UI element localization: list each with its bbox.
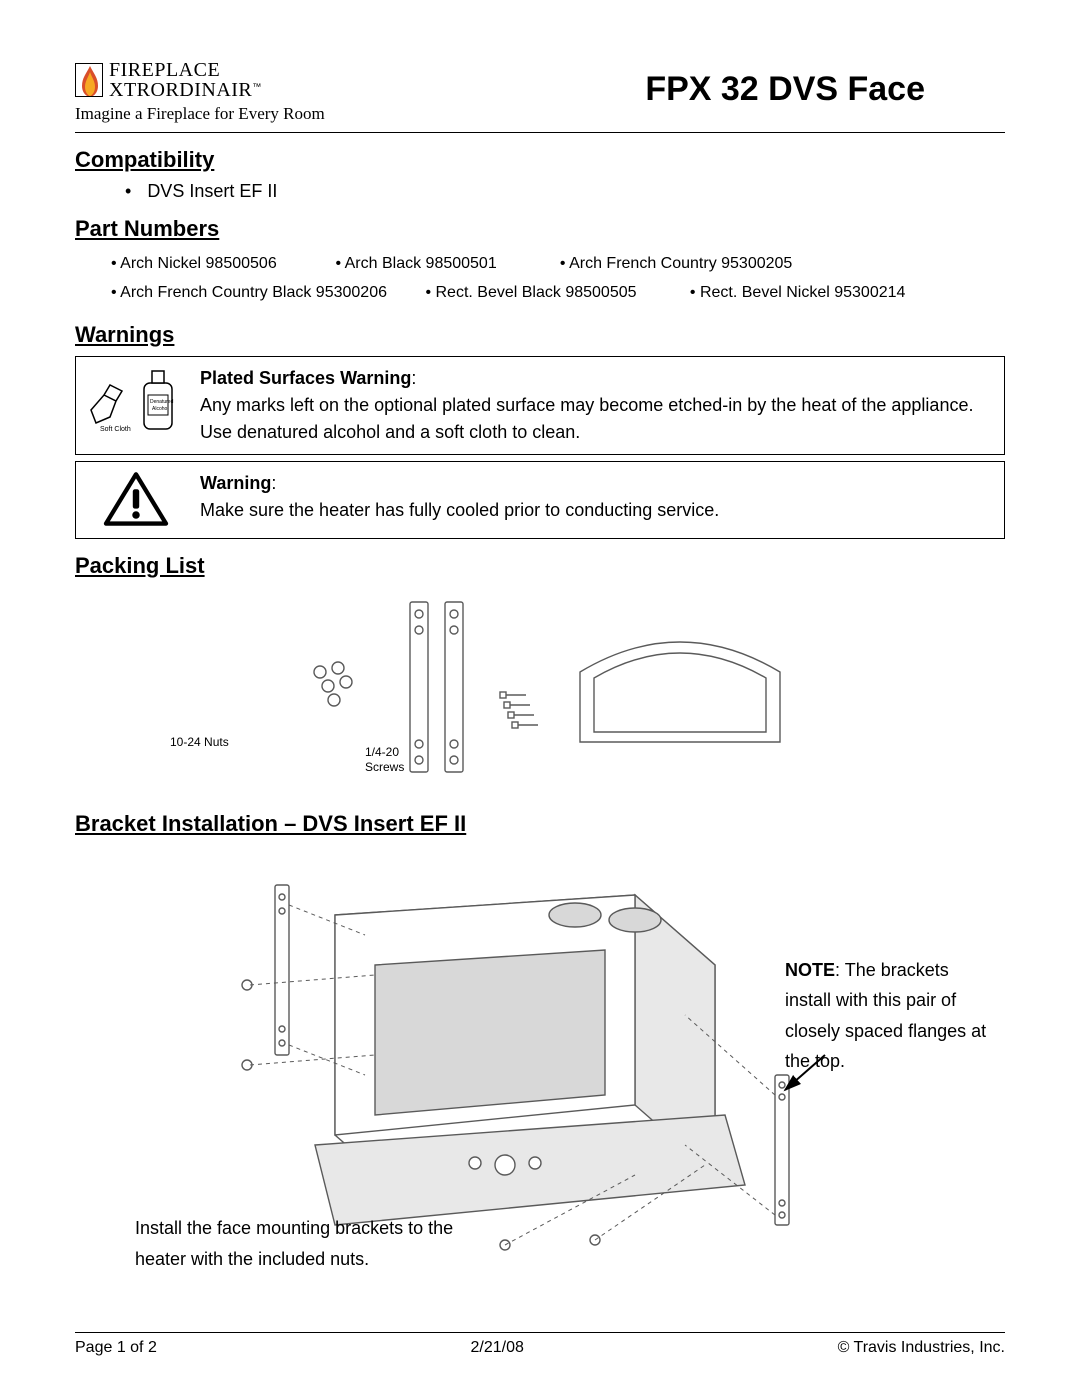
part-numbers-row-1: Arch Nickel 98500506 Arch Black 98500501… <box>111 250 1005 279</box>
footer-date: 2/21/08 <box>471 1339 524 1357</box>
warning-plated-body: Any marks left on the optional plated su… <box>200 395 973 442</box>
heading-compatibility: Compatibility <box>75 147 1005 173</box>
logo-line-1: FIREPLACE <box>109 60 261 80</box>
bracket-caption: Install the face mounting brackets to th… <box>135 1213 455 1274</box>
page-title: FPX 32 DVS Face <box>645 70 925 109</box>
footer-copyright: © Travis Industries, Inc. <box>838 1339 1005 1357</box>
colon: : <box>411 368 416 388</box>
part-numbers-row-2: Arch French Country Black 95300206 Rect.… <box>111 279 1005 308</box>
brand-tagline: Imagine a Fireplace for Every Room <box>75 104 305 124</box>
flame-icon <box>75 63 103 97</box>
warning-cooldown-body: Make sure the heater has fully cooled pr… <box>200 500 719 520</box>
logo-line-2-wrap: XTRORDINAIR™ <box>109 80 261 100</box>
footer-page: Page 1 of 2 <box>75 1339 157 1357</box>
nuts-label: 10-24 Nuts <box>170 735 229 749</box>
logo-lockup: FIREPLACE XTRORDINAIR™ <box>75 60 305 100</box>
brand-logo: FIREPLACE XTRORDINAIR™ Imagine a Firepla… <box>75 60 305 124</box>
logo-text: FIREPLACE XTRORDINAIR™ <box>109 60 261 100</box>
page-footer: Page 1 of 2 2/21/08 © Travis Industries,… <box>75 1332 1005 1357</box>
header: FIREPLACE XTRORDINAIR™ Imagine a Firepla… <box>75 60 1005 124</box>
warning-cooldown-text: Warning: Make sure the heater has fully … <box>200 470 719 524</box>
heading-warnings: Warnings <box>75 322 1005 348</box>
part-item: Rect. Bevel Nickel 95300214 <box>690 279 906 308</box>
part-item: Rect. Bevel Black 98500505 <box>425 279 685 308</box>
caution-icon <box>86 470 186 530</box>
packing-diagram: 10-24 Nuts 1/4-20 Screws <box>75 587 1005 797</box>
warning-box-cooldown: Warning: Make sure the heater has fully … <box>75 461 1005 539</box>
logo-tm: ™ <box>252 82 261 92</box>
heading-bracket-install: Bracket Installation – DVS Insert EF II <box>75 811 1005 837</box>
soft-cloth-label: Soft Cloth <box>100 426 131 433</box>
header-rule <box>75 132 1005 133</box>
heading-part-numbers: Part Numbers <box>75 216 1005 242</box>
heading-packing: Packing List <box>75 553 1005 579</box>
cleaning-icon: Soft Cloth Denatured Alcohol <box>86 365 186 435</box>
part-item: Arch Nickel 98500506 <box>111 250 331 279</box>
warning-plated-text: Plated Surfaces Warning: Any marks left … <box>200 365 994 446</box>
colon: : <box>271 473 276 493</box>
part-item: Arch Black 98500501 <box>335 250 555 279</box>
logo-line-2: XTRORDINAIR <box>109 79 252 101</box>
note-bold: NOTE <box>785 960 835 980</box>
part-item: Arch French Country 95300205 <box>560 250 792 279</box>
warning-cooldown-title: Warning <box>200 473 271 493</box>
part-item: Arch French Country Black 95300206 <box>111 279 421 308</box>
bracket-diagram: NOTE: The brackets install with this pai… <box>75 845 1005 1295</box>
bracket-note: NOTE: The brackets install with this pai… <box>785 955 995 1077</box>
compatibility-item: DVS Insert EF II <box>125 181 1005 202</box>
warning-plated-title: Plated Surfaces Warning <box>200 368 411 388</box>
screws-label: 1/4-20 Screws <box>365 745 415 776</box>
svg-text:Denatured: Denatured <box>150 399 174 405</box>
svg-text:Alcohol: Alcohol <box>152 406 168 412</box>
warning-box-plated: Soft Cloth Denatured Alcohol Plated Surf… <box>75 356 1005 455</box>
